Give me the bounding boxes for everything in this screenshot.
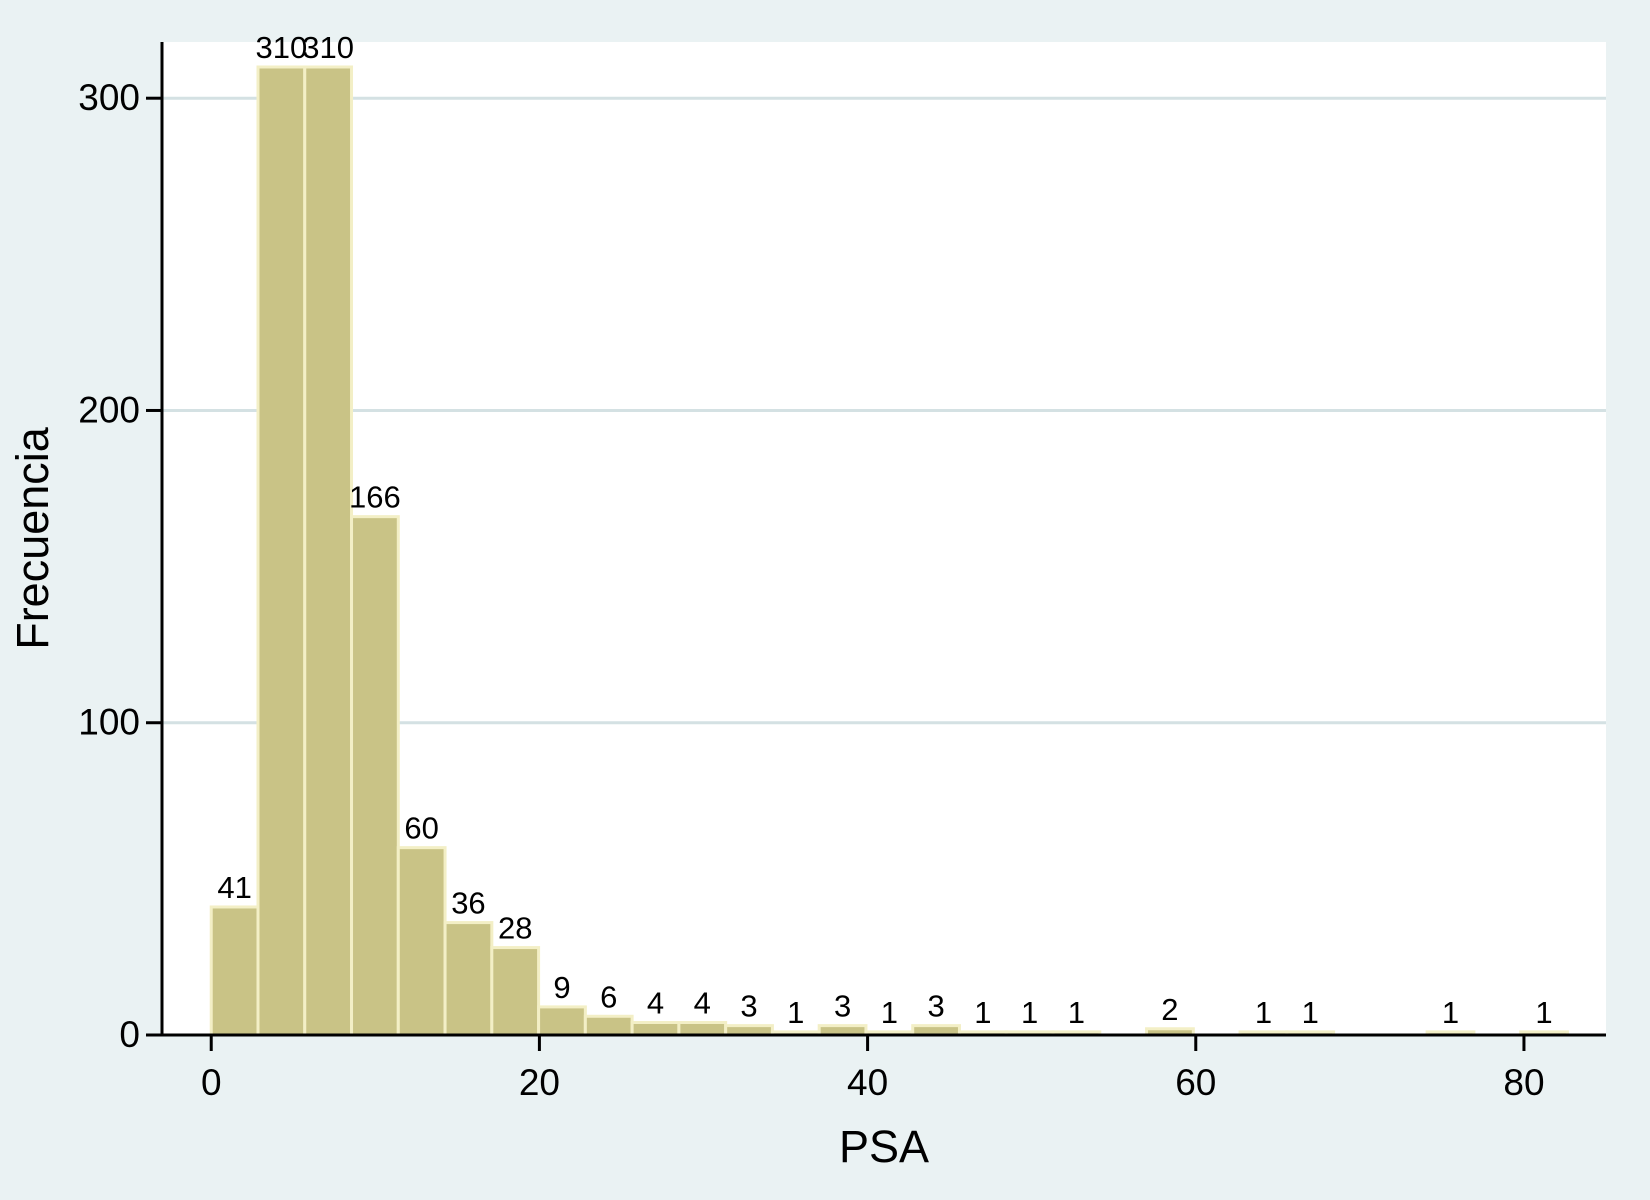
histogram-bar: [396, 846, 447, 1037]
bar-value-label: 36: [451, 886, 485, 921]
histogram-bar: [443, 921, 494, 1037]
histogram-bar: [303, 65, 354, 1037]
histogram-bar: [256, 65, 307, 1037]
y-tick-label: 0: [119, 1014, 140, 1055]
x-tick-label: 0: [201, 1062, 222, 1103]
x-tick-label: 20: [519, 1062, 560, 1103]
histogram-bar: [209, 905, 260, 1037]
bar-value-label: 166: [349, 480, 401, 515]
histogram-bar: [490, 946, 541, 1037]
histogram-bar: [350, 515, 400, 1037]
y-tick-label: 100: [78, 702, 140, 743]
bar-value-label: 41: [217, 870, 251, 905]
bar-value-label: 1: [881, 995, 898, 1030]
bar-value-label: 3: [834, 989, 851, 1024]
gridlines: [162, 96, 1606, 725]
histogram-bar: [583, 1014, 634, 1037]
axes: 0 100 200 300 0 20 40 60 80: [78, 42, 1606, 1103]
bar-value-label: 9: [553, 970, 570, 1005]
bar-value-label: 310: [256, 30, 308, 65]
bar-value-label: 1: [1535, 995, 1552, 1030]
bar-value-label: 1: [1302, 995, 1319, 1030]
y-tick-label: 300: [78, 77, 140, 118]
bar-value-label: 1: [1021, 995, 1038, 1030]
bar-value-label: 1: [974, 995, 991, 1030]
x-axis-title: PSA: [839, 1121, 929, 1172]
bars: [209, 65, 1569, 1037]
x-tick-label: 80: [1503, 1062, 1544, 1103]
bar-value-label: 28: [498, 911, 532, 946]
bar-value-label: 310: [302, 30, 354, 65]
bar-value-label: 6: [600, 979, 617, 1014]
bar-value-label: 4: [647, 986, 664, 1021]
bar-value-label: 4: [694, 986, 711, 1021]
y-tick-label: 200: [78, 389, 140, 430]
histogram-bar: [537, 1005, 587, 1037]
bar-value-label: 1: [1442, 995, 1459, 1030]
histogram-bar: [630, 1021, 681, 1037]
bar-value-label: 3: [740, 989, 757, 1024]
y-axis-title: Frecuencia: [7, 426, 58, 650]
histogram-bar: [677, 1021, 728, 1037]
bar-value-label: 1: [1255, 995, 1272, 1030]
bar-value-label: 60: [404, 811, 438, 846]
bar-value-label: 1: [787, 995, 804, 1030]
bar-value-label: 3: [927, 989, 944, 1024]
x-tick-label: 60: [1175, 1062, 1216, 1103]
x-tick-label: 40: [847, 1062, 888, 1103]
bar-value-label: 1: [1068, 995, 1085, 1030]
bar-value-label: 2: [1161, 992, 1178, 1027]
